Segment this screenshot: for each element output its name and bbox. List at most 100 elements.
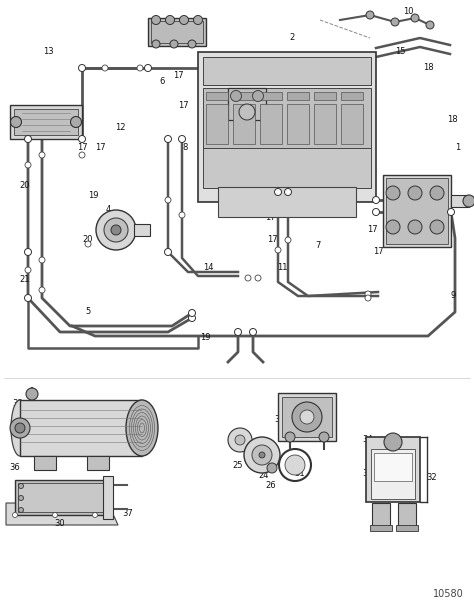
- Text: 2: 2: [289, 33, 295, 42]
- Circle shape: [275, 247, 281, 253]
- Bar: [383, 175, 451, 247]
- Text: 17: 17: [95, 144, 105, 153]
- Circle shape: [179, 136, 185, 142]
- Bar: [370, 525, 392, 531]
- Circle shape: [193, 16, 202, 24]
- Circle shape: [79, 136, 85, 142]
- Bar: [287, 104, 309, 144]
- Circle shape: [10, 116, 21, 127]
- Text: 17: 17: [77, 144, 87, 153]
- Text: 25: 25: [233, 461, 243, 470]
- Bar: [203, 148, 371, 188]
- Bar: [233, 92, 255, 100]
- Text: 20: 20: [83, 236, 93, 244]
- Text: 17: 17: [264, 213, 275, 222]
- Circle shape: [386, 186, 400, 200]
- Text: 18: 18: [423, 64, 433, 73]
- Circle shape: [366, 11, 374, 19]
- Text: 17: 17: [178, 101, 188, 110]
- Circle shape: [391, 18, 399, 26]
- Circle shape: [85, 241, 91, 247]
- Circle shape: [189, 315, 195, 322]
- Text: 5: 5: [85, 307, 91, 316]
- Text: 15: 15: [395, 47, 405, 56]
- Circle shape: [79, 152, 85, 158]
- Circle shape: [284, 188, 292, 196]
- Text: 19: 19: [88, 190, 98, 199]
- Circle shape: [411, 14, 419, 22]
- Circle shape: [79, 64, 85, 72]
- Text: 28: 28: [73, 401, 83, 410]
- Bar: [278, 393, 336, 441]
- Circle shape: [26, 388, 38, 400]
- Bar: [148, 18, 206, 46]
- Bar: [260, 92, 282, 100]
- Text: 38: 38: [274, 416, 285, 424]
- Circle shape: [71, 116, 82, 127]
- Circle shape: [386, 220, 400, 234]
- Circle shape: [145, 64, 152, 72]
- Text: 1: 1: [456, 144, 461, 153]
- Circle shape: [152, 16, 161, 24]
- Text: 18: 18: [447, 116, 457, 124]
- Circle shape: [365, 295, 371, 301]
- Bar: [198, 52, 376, 202]
- Circle shape: [430, 186, 444, 200]
- Bar: [203, 57, 371, 85]
- Circle shape: [253, 90, 264, 101]
- Circle shape: [180, 16, 189, 24]
- Text: 19: 19: [200, 333, 210, 342]
- Text: 9: 9: [450, 290, 456, 299]
- Bar: [287, 92, 309, 100]
- Text: 17: 17: [267, 236, 277, 244]
- Circle shape: [25, 136, 31, 142]
- Text: 17: 17: [173, 70, 183, 79]
- Text: 7: 7: [315, 241, 321, 250]
- Bar: [366, 437, 420, 502]
- Bar: [372, 503, 390, 527]
- Bar: [233, 104, 255, 144]
- Text: 34: 34: [363, 436, 374, 444]
- Circle shape: [10, 418, 30, 438]
- Text: 16: 16: [285, 408, 295, 418]
- Ellipse shape: [126, 400, 158, 456]
- Text: 3: 3: [280, 101, 286, 110]
- Text: 23: 23: [20, 124, 30, 133]
- Text: 32: 32: [427, 473, 438, 482]
- Circle shape: [408, 220, 422, 234]
- Text: 21: 21: [20, 276, 30, 284]
- Text: 33: 33: [363, 468, 374, 478]
- Bar: [14, 109, 78, 135]
- Bar: [341, 92, 363, 100]
- Bar: [396, 525, 418, 531]
- Text: 10580: 10580: [433, 589, 464, 599]
- Circle shape: [430, 220, 444, 234]
- Bar: [203, 88, 371, 150]
- Circle shape: [239, 104, 255, 120]
- Bar: [206, 104, 228, 144]
- Text: 36: 36: [9, 462, 20, 471]
- Circle shape: [463, 195, 474, 207]
- Circle shape: [447, 208, 455, 216]
- Text: 17: 17: [415, 221, 425, 230]
- Text: 40: 40: [13, 408, 23, 418]
- Circle shape: [39, 287, 45, 293]
- Text: 30: 30: [55, 519, 65, 527]
- Circle shape: [39, 152, 45, 158]
- Circle shape: [292, 402, 322, 432]
- Bar: [20, 400, 142, 456]
- Text: 11: 11: [277, 264, 287, 273]
- Bar: [134, 224, 150, 236]
- Ellipse shape: [11, 400, 29, 456]
- Circle shape: [18, 484, 24, 488]
- Circle shape: [228, 428, 252, 452]
- Circle shape: [39, 257, 45, 263]
- Circle shape: [259, 452, 265, 458]
- Text: 17: 17: [43, 133, 53, 142]
- Circle shape: [188, 40, 196, 48]
- Bar: [206, 92, 228, 100]
- Text: 8: 8: [182, 144, 188, 153]
- Circle shape: [165, 16, 174, 24]
- Circle shape: [137, 65, 143, 71]
- Circle shape: [230, 90, 241, 101]
